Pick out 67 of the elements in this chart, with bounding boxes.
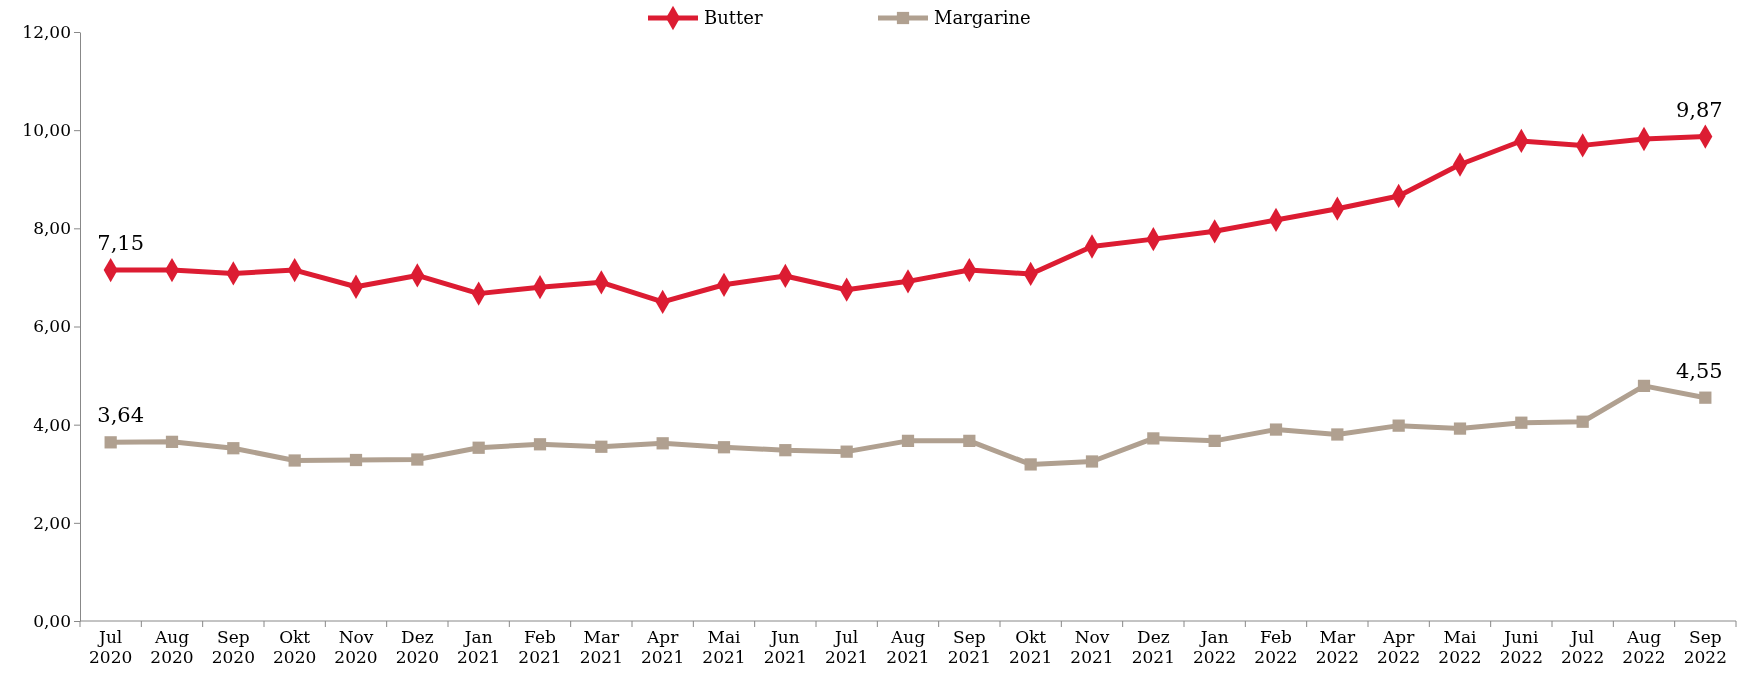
- data-label: 7,15: [97, 231, 145, 256]
- y-tick-label: 6,00: [33, 316, 71, 337]
- point: [901, 434, 915, 447]
- x-tick-label: Mar 2022: [1315, 627, 1359, 667]
- point: [840, 445, 853, 458]
- data-label: 3,64: [97, 403, 145, 428]
- point: [1392, 419, 1405, 432]
- point: [1576, 415, 1589, 428]
- point: [1453, 422, 1467, 435]
- y-tick-label: 0,00: [33, 610, 71, 631]
- x-tick-label: Aug 2022: [1622, 627, 1666, 667]
- point: [533, 438, 547, 451]
- point: [656, 437, 669, 450]
- point: [1208, 434, 1221, 447]
- x-tick-label: Jan 2021: [457, 627, 501, 667]
- point: [963, 434, 976, 447]
- y-tick-label: 10,00: [22, 120, 71, 141]
- x-tick-label: Feb 2021: [518, 627, 562, 667]
- point: [1637, 379, 1651, 393]
- point: [1147, 432, 1160, 445]
- point: [411, 453, 424, 466]
- x-tick-label: Aug 2020: [150, 627, 194, 667]
- x-tick-label: Apr 2022: [1377, 627, 1421, 667]
- y-tick-label: 8,00: [33, 218, 71, 239]
- y-tick-label: 2,00: [33, 512, 71, 533]
- point: [472, 441, 485, 454]
- x-tick-label: Sep 2020: [211, 627, 255, 667]
- y-tick-label: 12,00: [22, 21, 71, 42]
- point: [717, 441, 731, 454]
- x-tick-label: Aug 2021: [886, 627, 930, 667]
- point: [165, 435, 179, 448]
- x-tick-label: Jul 2021: [825, 627, 869, 667]
- y-tick-label: 4,00: [33, 414, 71, 435]
- x-tick-label: Okt 2020: [273, 627, 317, 667]
- point: [1331, 428, 1344, 441]
- point: [1515, 416, 1528, 429]
- point: [288, 454, 301, 467]
- x-tick-label: Dez 2020: [395, 627, 439, 667]
- point: [1024, 458, 1037, 471]
- x-tick-label: Mai 2022: [1438, 627, 1482, 667]
- data-label: 9,87: [1675, 97, 1723, 122]
- x-tick-label: Jul 2020: [89, 627, 133, 667]
- legend-label: Butter: [704, 7, 763, 28]
- x-tick-label: Apr 2021: [641, 627, 685, 667]
- x-tick-label: Feb 2022: [1254, 627, 1298, 667]
- x-tick-label: Nov 2021: [1070, 627, 1114, 667]
- point: [104, 436, 117, 449]
- x-tick-label: Mai 2021: [702, 627, 746, 667]
- data-label: 4,55: [1675, 358, 1723, 383]
- x-tick-label: Jun 2021: [763, 627, 807, 667]
- x-tick-label: Sep 2022: [1683, 627, 1727, 667]
- x-tick-label: Jul 2022: [1561, 627, 1605, 667]
- x-tick-label: Mar 2021: [579, 627, 623, 667]
- x-tick-label: Sep 2021: [947, 627, 991, 667]
- x-tick-label: Jan 2022: [1193, 627, 1237, 667]
- x-tick-label: Dez 2021: [1131, 627, 1175, 667]
- point: [779, 444, 792, 457]
- x-tick-label: Juni 2022: [1499, 627, 1543, 667]
- x-tick-label: Nov 2020: [334, 627, 378, 667]
- legend-label: Margarine: [934, 7, 1031, 28]
- point: [595, 440, 608, 453]
- point: [1269, 423, 1283, 436]
- x-tick-label: Okt 2021: [1009, 627, 1053, 667]
- point: [1085, 455, 1099, 468]
- point: [349, 453, 363, 467]
- point: [227, 442, 240, 455]
- point: [1699, 391, 1712, 404]
